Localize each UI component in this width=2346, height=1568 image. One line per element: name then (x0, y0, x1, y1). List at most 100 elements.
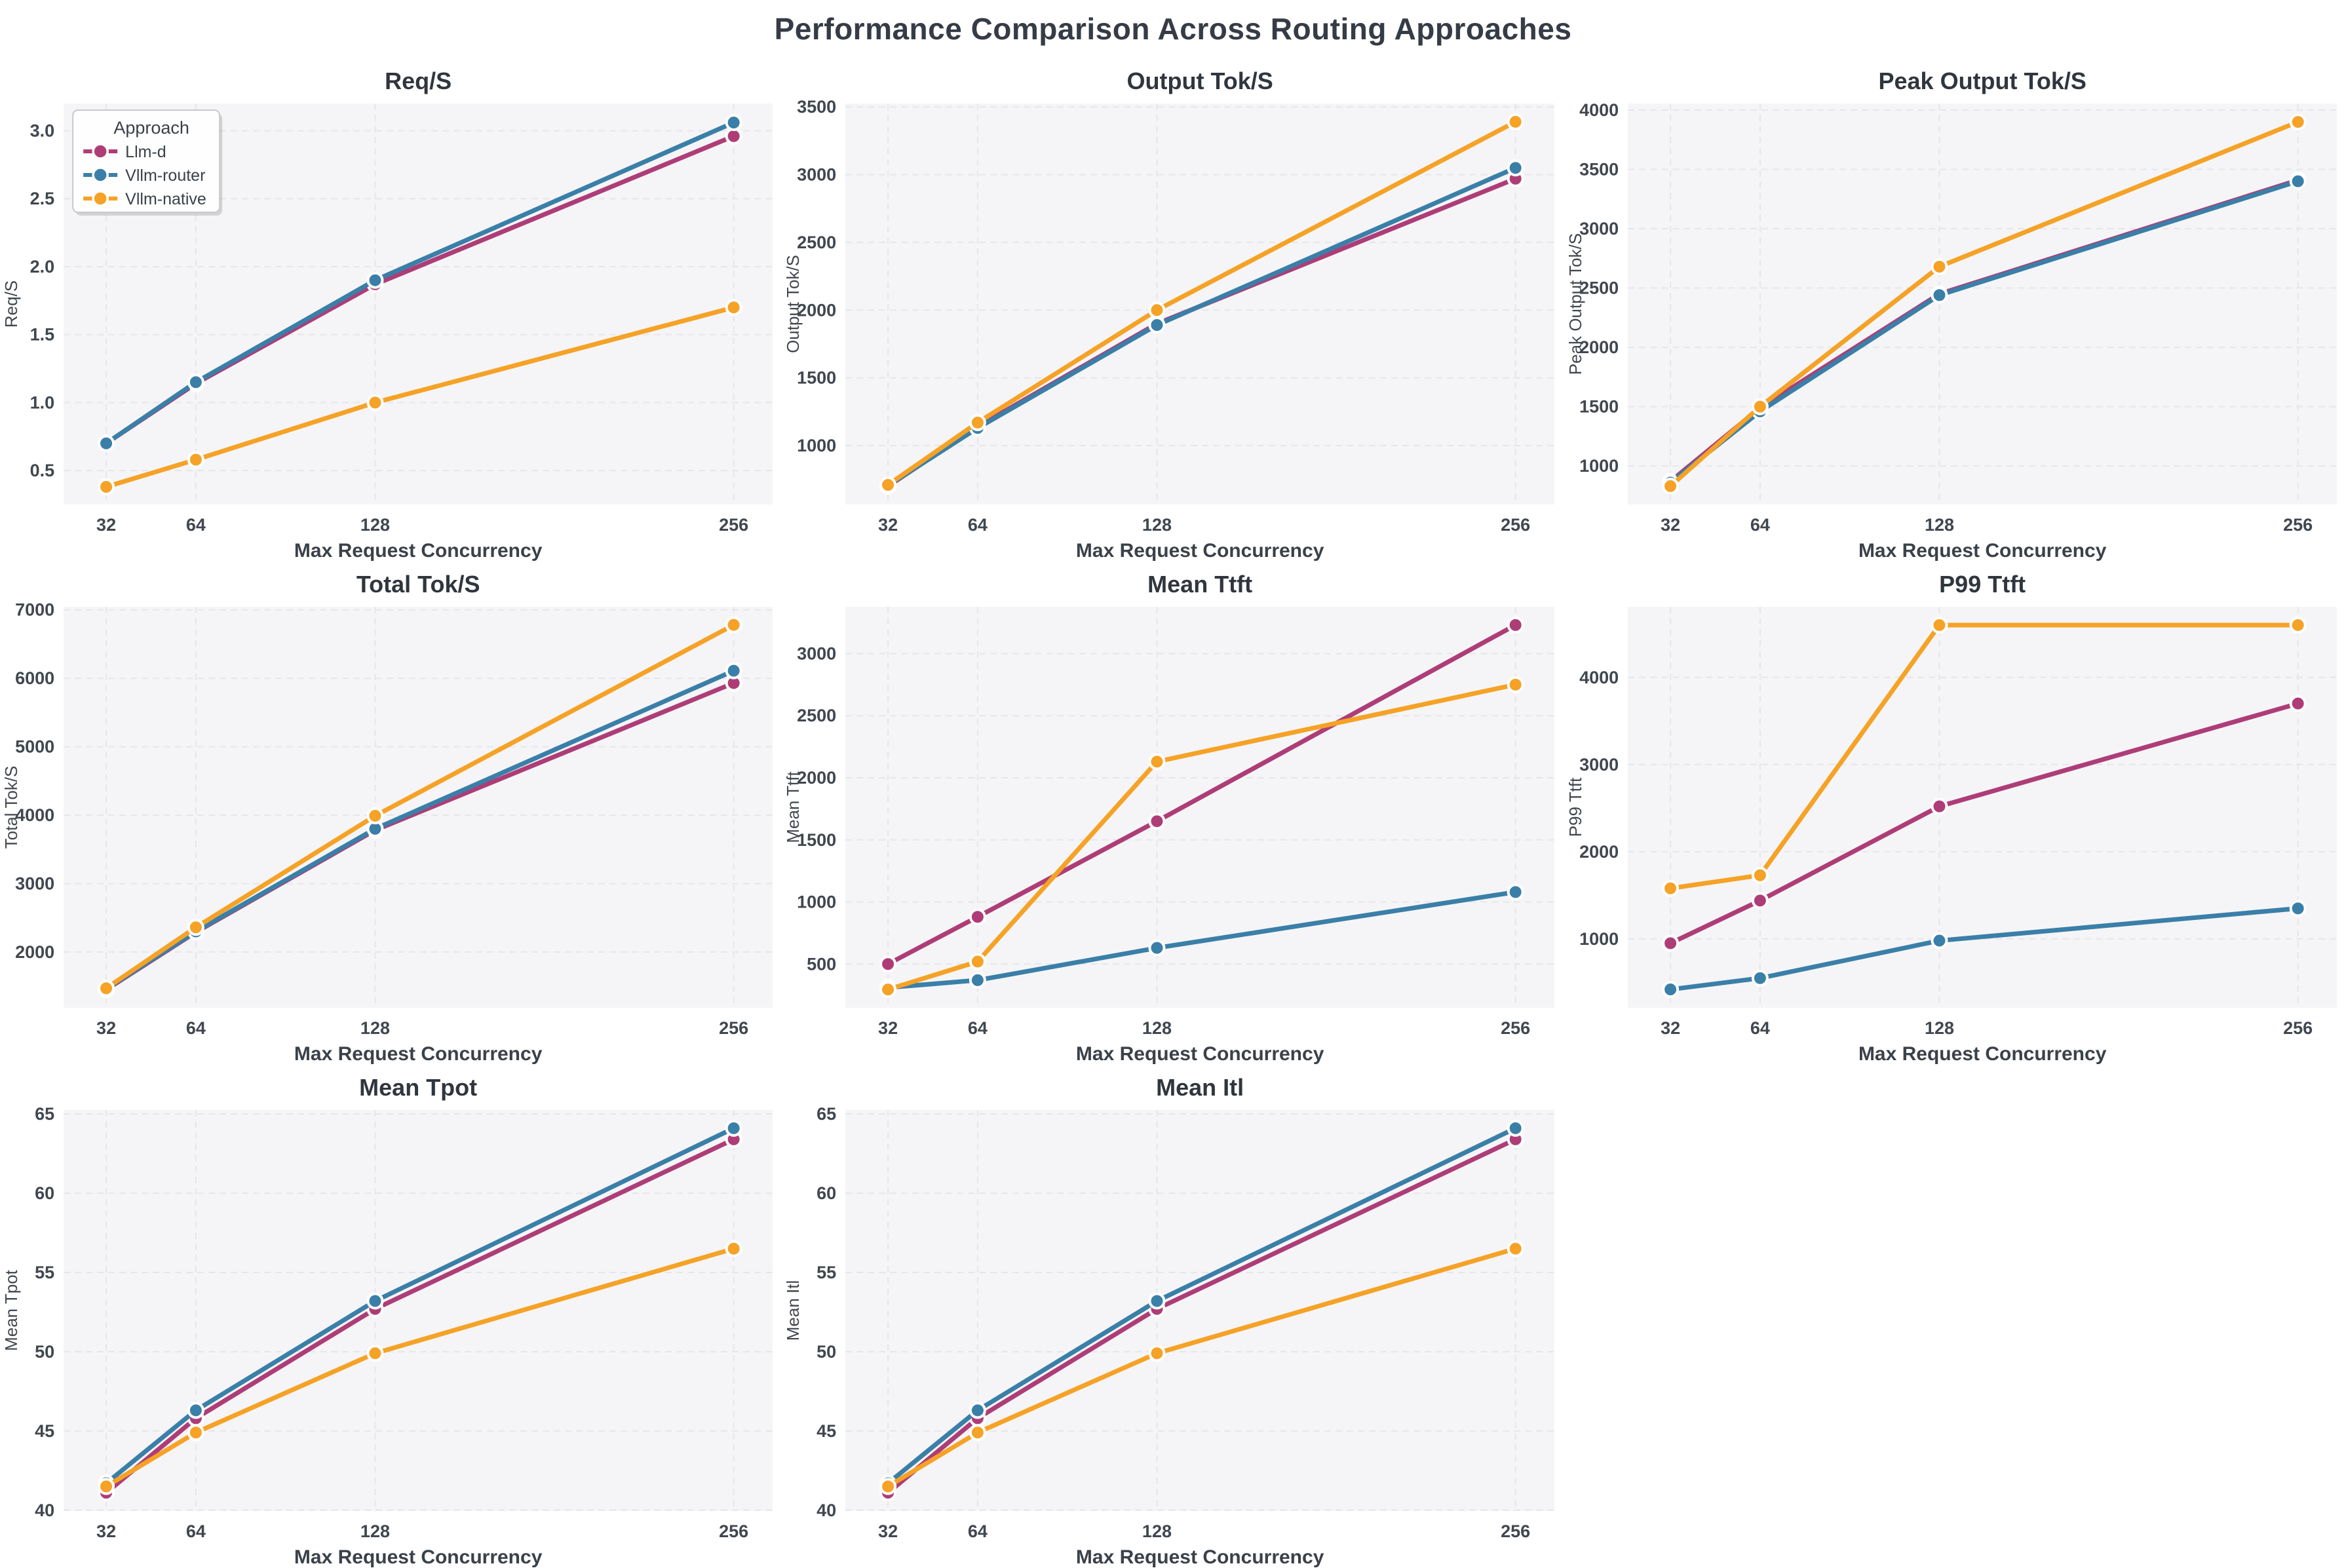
y-tick-label: 2000 (1579, 842, 1619, 862)
x-tick-label: 256 (1501, 1018, 1530, 1038)
data-point-vllm-router (969, 1402, 987, 1419)
x-axis-label: Max Request Concurrency (1858, 1043, 2107, 1064)
series-line-vllm-native (1668, 622, 2300, 891)
x-tick-label: 64 (186, 515, 206, 535)
data-point-vllm-native (2289, 616, 2307, 634)
y-axis-label: P99 Ttft (1566, 777, 1585, 837)
x-tick-label: 64 (1750, 515, 1770, 535)
data-point-vllm-router (725, 662, 742, 679)
data-point-vllm-native (187, 1424, 204, 1442)
series-line-llm-d (1668, 701, 2300, 946)
chart-cell-p99-ttft: P99 Ttft P99 Ttft 1000 2000 3000 4000 32 64 128 2… (1564, 561, 2346, 1064)
data-point-llm-d (969, 908, 987, 926)
legend-label-vllm-router: Vllm-router (125, 166, 205, 185)
x-tick-label: 256 (719, 515, 748, 535)
data-point-vllm-router (1507, 1119, 1524, 1137)
x-tick-label: 32 (96, 1018, 116, 1038)
series-line-vllm-native (104, 622, 737, 991)
y-tick-label: 60 (817, 1183, 836, 1203)
x-tick-label: 128 (360, 1521, 390, 1541)
series-line-vllm-native (885, 119, 1518, 488)
legend-title: Approach (113, 118, 189, 138)
chart-cell-req-s: Req/S Req/S 0.5 1.0 1.5 2.0 2.5 3.0 32 64 128 256 Ma… (0, 58, 782, 561)
y-tick-label: 4000 (1579, 100, 1619, 120)
y-tick-label: 65 (817, 1104, 836, 1124)
y-tick-label: 50 (817, 1342, 836, 1362)
legend-marker-llm-d (92, 143, 109, 160)
data-point-vllm-native (98, 980, 115, 997)
data-point-vllm-router (969, 971, 987, 989)
y-tick-label: 4000 (1579, 668, 1619, 687)
data-point-vllm-native (98, 1478, 115, 1495)
data-point-llm-d (1507, 616, 1524, 634)
y-tick-label: 55 (35, 1263, 54, 1282)
x-tick-label: 256 (1501, 515, 1530, 535)
y-tick-label: 1500 (797, 368, 836, 388)
series-line-vllm-router (885, 889, 1518, 990)
data-point-vllm-native (969, 953, 987, 970)
y-tick-label: 3000 (1579, 755, 1619, 774)
series-line-vllm-router (104, 120, 737, 446)
series-line-vllm-native (885, 1246, 1518, 1489)
x-tick-label: 128 (1925, 515, 1954, 535)
data-point-llm-d (1148, 813, 1166, 830)
x-tick-label: 64 (1750, 1018, 1770, 1038)
legend-label-llm-d: Llm-d (125, 143, 166, 161)
data-point-llm-d (1751, 892, 1769, 909)
y-tick-label: 3500 (797, 97, 836, 117)
data-point-vllm-native (1507, 1240, 1524, 1257)
y-axis-label: Peak Output Tok/S (1566, 233, 1585, 375)
data-point-llm-d (725, 127, 742, 145)
y-tick-label: 3000 (1579, 219, 1619, 239)
plot-background (845, 607, 1555, 1008)
series-line-llm-d (885, 1137, 1518, 1495)
chart-cell-mean-ttft: Mean Ttft Mean Ttft 500 1000 1500 2000 2500 300… (782, 561, 1564, 1064)
x-tick-label: 32 (1661, 515, 1680, 535)
legend-box (72, 109, 221, 213)
y-tick-label: 3500 (1579, 159, 1619, 179)
x-axis-label: Max Request Concurrency (294, 1043, 543, 1064)
legend-marker-vllm-router (92, 166, 109, 183)
x-tick-label: 64 (186, 1018, 206, 1038)
x-axis-label: Max Request Concurrency (1076, 540, 1324, 561)
series-line-vllm-native (1668, 119, 2300, 489)
y-tick-label: 50 (35, 1342, 54, 1362)
y-tick-label: 2.0 (30, 257, 55, 277)
x-tick-label: 128 (360, 1018, 390, 1038)
data-point-vllm-native (1661, 477, 1679, 495)
data-point-vllm-router (366, 1292, 384, 1310)
series-line-llm-d (104, 1137, 737, 1495)
x-tick-label: 64 (968, 1521, 988, 1541)
data-point-vllm-router (1931, 286, 1948, 304)
y-tick-label: 4000 (15, 805, 54, 825)
x-tick-label: 256 (2283, 515, 2313, 535)
data-point-vllm-router (366, 271, 384, 289)
x-tick-label: 64 (186, 1521, 206, 1541)
chart-title: Mean Itl (1156, 1074, 1244, 1101)
y-tick-label: 45 (817, 1421, 836, 1441)
data-point-vllm-router (1931, 932, 1948, 949)
series-line-vllm-router (885, 1126, 1518, 1486)
chart-cell-mean-itl: Mean Itl Mean Itl 40 45 50 55 60 65 32 64 128 256 Ma… (782, 1064, 1564, 1567)
y-tick-label: 40 (35, 1501, 54, 1520)
y-tick-label: 40 (817, 1501, 836, 1520)
data-point-vllm-native (2289, 113, 2307, 131)
x-tick-label: 32 (878, 515, 898, 535)
y-tick-label: 2000 (797, 300, 836, 320)
data-point-vllm-native (969, 1424, 987, 1442)
data-point-vllm-native (366, 807, 384, 825)
y-tick-label: 3000 (797, 643, 836, 663)
y-tick-label: 0.5 (30, 461, 55, 480)
data-point-vllm-router (187, 373, 204, 391)
x-axis-label: Max Request Concurrency (294, 540, 543, 561)
x-tick-label: 256 (719, 1018, 748, 1038)
y-tick-label: 55 (817, 1263, 836, 1282)
series-line-vllm-router (104, 1126, 737, 1486)
y-axis-label: Mean Itl (783, 1280, 803, 1341)
x-axis-label: Max Request Concurrency (294, 1546, 543, 1567)
chart-peak-output-tok-s: Peak Output Tok/S Peak Output Tok/S 1000 15… (1566, 67, 2337, 561)
x-axis-label: Max Request Concurrency (1076, 1546, 1324, 1567)
y-axis-label: Req/S (1, 280, 21, 328)
data-point-vllm-native (879, 476, 897, 494)
y-axis-label: Output Tok/S (783, 255, 803, 353)
